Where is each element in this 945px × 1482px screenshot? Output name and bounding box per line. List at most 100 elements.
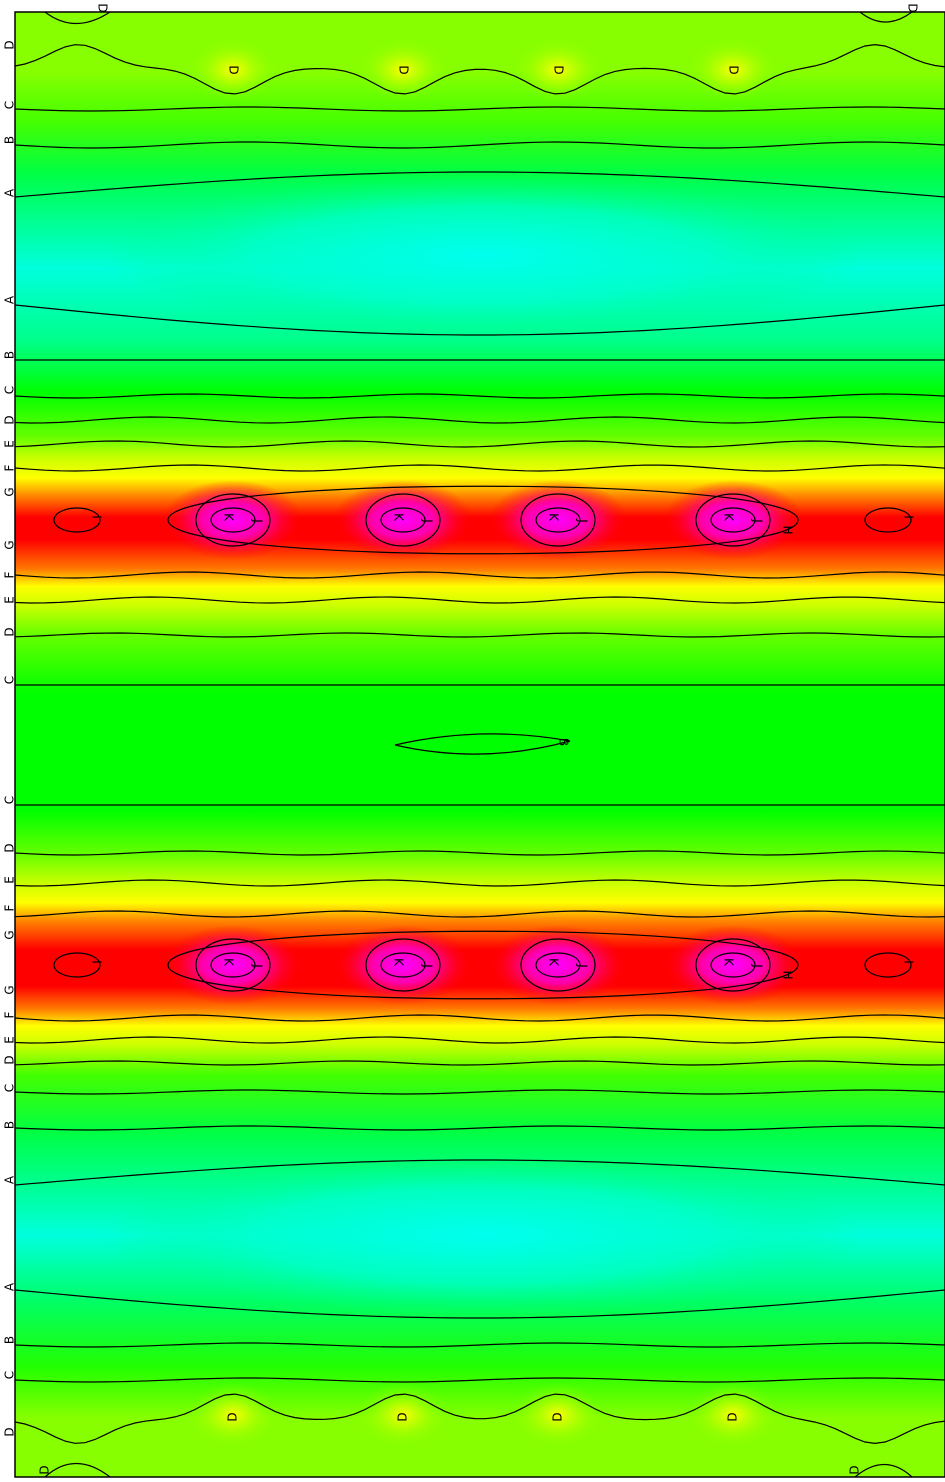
contour-line	[44, 1463, 111, 1477]
hot-peak-field	[488, 925, 628, 1005]
cool-region-field	[102, 1155, 862, 1315]
contour-line	[15, 393, 945, 399]
peak-label: J	[576, 963, 590, 968]
trough-label: B	[557, 738, 571, 746]
peak-label: H	[781, 525, 795, 534]
peak-label: K	[547, 958, 561, 967]
hot-peak-field	[663, 925, 803, 1005]
contour-line	[15, 304, 945, 336]
peak-label: K	[547, 513, 561, 522]
contour-line	[15, 1014, 945, 1022]
contour-line	[520, 938, 596, 992]
contour-line	[15, 1342, 945, 1348]
contour-line	[195, 493, 271, 547]
contour-line	[520, 493, 596, 547]
contour-line	[195, 938, 271, 992]
hot-peak-field	[333, 480, 473, 560]
contour-line	[854, 1464, 913, 1477]
edge-tick-label: D	[3, 1427, 17, 1436]
edge-tick-label: A	[3, 1282, 17, 1291]
peak-label: D	[396, 1412, 410, 1421]
edge-tick-label: D	[96, 3, 110, 12]
edge-tick-label: B	[3, 136, 17, 144]
edge-tick-label: D	[3, 415, 17, 424]
hot-peak-field	[333, 925, 473, 1005]
peak-label: H	[781, 970, 795, 979]
contour-line	[710, 952, 756, 978]
edge-tick-label: D	[3, 843, 17, 852]
contour-line	[15, 1089, 945, 1095]
edge-tick-label: C	[3, 676, 17, 684]
peak-label: D	[726, 1412, 740, 1421]
contour-line	[380, 507, 426, 533]
peak-label: D	[552, 65, 566, 74]
contour-line	[15, 1125, 945, 1131]
contour-line	[15, 1036, 945, 1044]
peak-label: I	[902, 960, 916, 964]
cool-region-field	[102, 175, 862, 335]
edge-tick-label: F	[3, 904, 17, 911]
contour-line	[15, 571, 945, 579]
contour-line	[15, 910, 945, 918]
warm-spot-field	[188, 38, 278, 102]
edge-tick-label: A	[3, 1175, 17, 1184]
plot-area: K J K J K J K J I I H K J K J K J K J I I H B D D D D D D D D	[15, 12, 945, 1477]
edge-tick-label: C	[3, 101, 17, 109]
peak-label: K	[722, 513, 736, 522]
edge-tick-label: E	[3, 440, 17, 448]
peak-label: K	[392, 513, 406, 522]
contour-line	[15, 879, 945, 887]
contour-line	[864, 507, 912, 533]
edge-tick-label: C	[3, 1371, 17, 1379]
edge-tick-label: F	[3, 464, 17, 471]
warm-spot-field	[358, 1383, 448, 1447]
edge-tick-label: E	[3, 876, 17, 884]
peak-label: J	[251, 963, 265, 968]
peak-label: K	[392, 958, 406, 967]
contour-line	[15, 440, 945, 448]
contour-line	[167, 485, 799, 555]
edge-tick-label: G	[3, 487, 17, 496]
edge-tick-label: C	[3, 796, 17, 804]
edge-tick-label: D	[38, 1465, 52, 1474]
contour-line	[859, 12, 913, 23]
peak-label: K	[722, 958, 736, 967]
contour-line	[44, 12, 111, 24]
edge-labels: D C B A A B C D E F G G F E D C C D E F G G F E D C B A A B C D D D D D	[3, 3, 920, 1474]
warm-spot-field	[358, 38, 448, 102]
contour-line	[15, 1393, 945, 1445]
contour-line	[15, 596, 945, 604]
peak-label: J	[251, 518, 265, 523]
contour-line	[53, 507, 101, 533]
contour-line	[167, 930, 799, 1000]
edge-tick-label: F	[3, 1011, 17, 1018]
peak-label: D	[727, 65, 741, 74]
peak-label: J	[576, 518, 590, 523]
edge-tick-label: G	[3, 930, 17, 939]
edge-tick-label: A	[3, 188, 17, 197]
edge-tick-label: D	[3, 1055, 17, 1064]
edge-tick-label: F	[3, 571, 17, 578]
contour-line	[15, 106, 945, 112]
peak-label: D	[397, 65, 411, 74]
hot-peak-field	[663, 480, 803, 560]
hot-peak-field	[488, 480, 628, 560]
peak-label: I	[90, 515, 104, 519]
contour-line	[15, 1377, 945, 1383]
contour-line	[15, 1289, 945, 1319]
contour-line	[15, 1060, 945, 1066]
edge-tick-label: C	[3, 386, 17, 394]
contour-line	[53, 952, 101, 978]
warm-spot-field	[188, 1383, 278, 1447]
edge-tick-label: E	[3, 1036, 17, 1044]
contour-line	[535, 507, 581, 533]
peak-label: I	[90, 960, 104, 964]
edge-tick-label: B	[3, 1121, 17, 1129]
edge-tick-label: C	[3, 1084, 17, 1092]
peak-label: D	[551, 1412, 565, 1421]
edge-tick-label: B	[3, 351, 17, 359]
warm-spot-field	[513, 38, 603, 102]
contour-line	[535, 952, 581, 978]
contour-labels: K J K J K J K J I I H K J K J K J K J I I H B D D D D D D D D	[90, 65, 916, 1421]
